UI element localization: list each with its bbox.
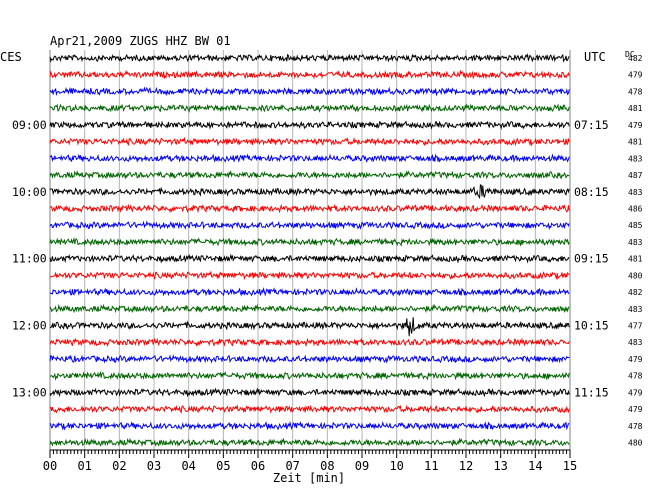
x-tick-label-14: 14 [528, 459, 542, 473]
trace-4 [49, 120, 570, 130]
x-tick-label-6: 06 [251, 459, 265, 473]
dc-value-17: 483 [628, 338, 643, 347]
dc-value-2: 478 [628, 87, 643, 96]
trace-18 [49, 354, 570, 364]
trace-3 [49, 103, 570, 113]
x-tick-label-2: 02 [112, 459, 126, 473]
x-axis: 00 01 02 03 04 05 06 07 08 09 10 11 12 13 14 15 [43, 449, 577, 473]
trace-7 [49, 169, 570, 180]
trace-22 [49, 420, 570, 431]
dc-value-20: 479 [628, 388, 643, 397]
dc-value-15: 483 [628, 305, 643, 314]
right-time-labels: 07:15 08:15 09:15 10:15 11:15 [574, 118, 609, 400]
left-time-label-3: 12:00 [12, 319, 47, 333]
x-tick-label-7: 07 [285, 459, 299, 473]
right-timezone-label: UTC [584, 50, 606, 64]
x-tick-label-11: 11 [424, 459, 438, 473]
left-time-labels: 09:00 10:00 11:00 12:00 13:00 [12, 118, 47, 400]
x-tick-label-15: 15 [563, 459, 577, 473]
trace-19 [49, 370, 570, 381]
trace-0 [49, 52, 570, 63]
left-time-label-1: 10:00 [12, 185, 47, 199]
dc-value-7: 487 [628, 171, 643, 180]
trace-12 [49, 253, 570, 264]
right-time-label-3: 10:15 [574, 319, 609, 333]
x-tick-label-13: 13 [493, 459, 507, 473]
trace-23 [49, 437, 570, 448]
dc-value-11: 483 [628, 238, 643, 247]
trace-21 [49, 404, 570, 414]
x-axis-label: Zeit [min] [273, 471, 345, 485]
dc-value-12: 481 [628, 255, 643, 264]
dc-value-16: 477 [628, 322, 643, 331]
right-time-label-0: 07:15 [574, 118, 609, 132]
x-tick-label-3: 03 [147, 459, 161, 473]
dc-value-19: 478 [628, 372, 643, 381]
x-tick-label-0: 00 [43, 459, 57, 473]
time-gridlines [49, 50, 571, 451]
trace-20 [49, 387, 570, 398]
left-time-label-2: 11:00 [12, 252, 47, 266]
x-tick-label-12: 12 [459, 459, 473, 473]
trace-2 [49, 86, 570, 97]
trace-10 [49, 220, 570, 231]
dc-value-6: 483 [628, 154, 643, 163]
trace-5 [49, 136, 570, 147]
dc-value-10: 485 [628, 221, 643, 230]
x-tick-label-5: 05 [216, 459, 230, 473]
dc-value-22: 478 [628, 422, 643, 431]
x-tick-label-1: 01 [77, 459, 91, 473]
dc-value-8: 483 [628, 188, 643, 197]
x-tick-label-10: 10 [389, 459, 403, 473]
dc-value-23: 480 [628, 439, 643, 448]
x-tick-label-4: 04 [181, 459, 195, 473]
left-time-label-4: 13:00 [12, 385, 47, 399]
trace-15 [49, 303, 570, 314]
dc-value-13: 480 [628, 271, 643, 280]
chart-title: Apr21,2009 ZUGS HHZ BW 01 [50, 34, 231, 48]
dc-value-21: 479 [628, 405, 643, 414]
trace-6 [49, 153, 570, 163]
dc-offset-labels: 482 479 478 481 479 481 483 487 483 486 485 483 481 4… [628, 54, 643, 448]
dc-value-3: 481 [628, 104, 643, 113]
dc-value-5: 481 [628, 138, 643, 147]
right-time-label-4: 11:15 [574, 385, 609, 399]
x-tick-label-9: 09 [355, 459, 369, 473]
dc-value-9: 486 [628, 204, 643, 213]
trace-9 [49, 203, 570, 214]
x-tick-label-8: 08 [320, 459, 334, 473]
left-time-label-0: 09:00 [12, 118, 47, 132]
left-timezone-label: CES [0, 50, 22, 64]
right-time-label-2: 09:15 [574, 252, 609, 266]
trace-17 [49, 337, 570, 348]
seismic-traces [49, 52, 570, 448]
dc-value-18: 479 [628, 355, 643, 364]
trace-16 [49, 317, 570, 337]
dc-value-4: 479 [628, 121, 643, 130]
dc-value-0: 482 [628, 54, 643, 63]
right-time-label-1: 08:15 [574, 185, 609, 199]
trace-13 [49, 270, 570, 281]
trace-11 [49, 237, 570, 247]
dc-value-14: 482 [628, 288, 643, 297]
trace-8 [49, 184, 570, 200]
trace-1 [49, 69, 570, 80]
dc-header: DC [625, 50, 635, 59]
trace-14 [49, 287, 570, 297]
dc-value-1: 479 [628, 71, 643, 80]
